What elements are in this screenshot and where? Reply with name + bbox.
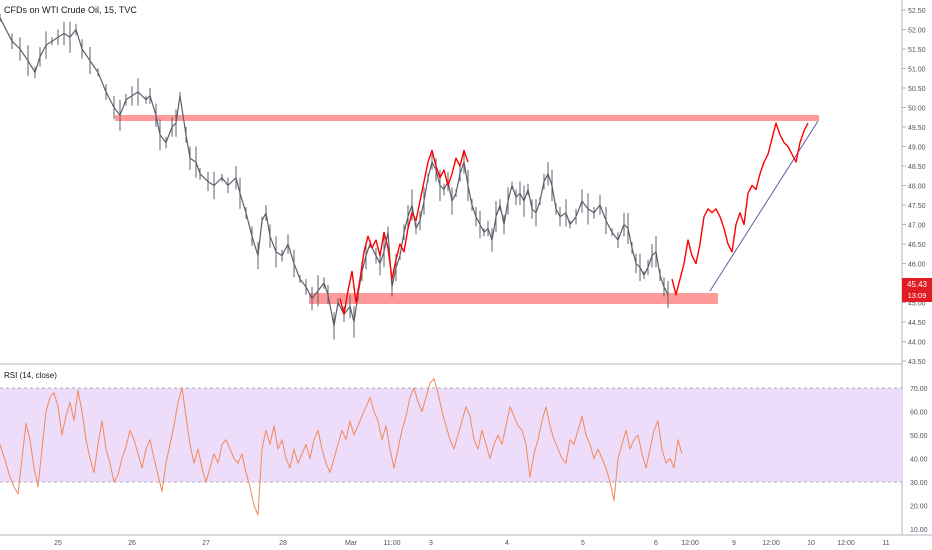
chart-title: CFDs on WTI Crude Oil, 15, TVC <box>4 5 137 15</box>
time-tick-label: 12:00 <box>837 540 855 547</box>
price-tick-label: 51.50 <box>908 47 926 54</box>
rsi-tick-label: 50.00 <box>910 433 928 440</box>
time-tick-label: 26 <box>128 540 136 547</box>
time-tick-label: 27 <box>202 540 210 547</box>
price-tick-label: 46.00 <box>908 262 926 269</box>
price-tick-label: 45.00 <box>908 301 926 308</box>
support-zone[interactable] <box>309 293 718 304</box>
price-series-group <box>0 13 809 340</box>
time-tick-label: 10 <box>807 540 815 547</box>
rsi-tick-label: 40.00 <box>910 457 928 464</box>
price-tick-label: 50.00 <box>908 106 926 113</box>
rsi-band <box>0 388 902 482</box>
time-tick-label: 12:00 <box>762 540 780 547</box>
rsi-series-group <box>0 378 683 516</box>
price-tick-label: 48.50 <box>908 164 926 171</box>
highlight-line-recent <box>671 122 809 296</box>
price-tick-label: 51.00 <box>908 67 926 74</box>
time-tick-label: 25 <box>54 540 62 547</box>
price-tick-label: 50.50 <box>908 86 926 93</box>
price-tick-label: 49.50 <box>908 125 926 132</box>
time-tick-label: 9 <box>732 540 736 547</box>
time-tick-label: 28 <box>279 540 287 547</box>
price-tick-label: 46.50 <box>908 242 926 249</box>
time-tick-label: 4 <box>505 540 509 547</box>
rsi-tick-label: 70.00 <box>910 386 928 393</box>
countdown-value: 13:09 <box>908 291 927 300</box>
price-tick-label: 48.00 <box>908 184 926 191</box>
time-tick-label: 11 <box>882 540 889 547</box>
rsi-tick-label: 60.00 <box>910 410 928 417</box>
price-tick-label: 43.50 <box>908 359 926 366</box>
price-tick-label: 52.50 <box>908 8 926 15</box>
price-line <box>0 17 669 327</box>
rsi-title: RSI (14, close) <box>4 371 57 380</box>
rsi-line <box>0 378 683 516</box>
price-tick-group: 52.50 52.00 51.50 51.00 50.50 50.00 49.50 49.00… <box>902 8 926 366</box>
rsi-tick-label: 10.00 <box>910 527 928 534</box>
time-tick-label: 3 <box>429 540 433 547</box>
rsi-tick-group: 70.00 60.00 50.00 40.00 30.00 20.00 10.00 <box>910 386 928 534</box>
resistance-zone[interactable] <box>115 115 819 121</box>
price-tick-label: 44.00 <box>908 340 926 347</box>
rsi-tick-label: 20.00 <box>910 504 928 511</box>
time-tick-label: Mar <box>345 540 358 547</box>
last-price-badge <box>902 278 932 302</box>
trendline[interactable] <box>709 120 819 292</box>
time-tick-label: 11:00 <box>384 540 401 547</box>
rsi-tick-label: 30.00 <box>910 480 928 487</box>
price-tick-label: 49.00 <box>908 145 926 152</box>
price-tick-label: 47.00 <box>908 223 926 230</box>
price-tick-label: 47.50 <box>908 203 926 210</box>
highlight-line-march <box>339 149 469 315</box>
time-tick-group: 25 26 27 28 Mar 11:00 3 4 5 6 12:00 9 12:00 10 12:00 11 <box>54 540 890 547</box>
time-tick-label: 12:00 <box>681 540 699 547</box>
last-price-value: 45.43 <box>907 280 928 289</box>
time-tick-label: 6 <box>654 540 658 547</box>
price-tick-label: 44.50 <box>908 320 926 327</box>
time-tick-label: 5 <box>581 540 585 547</box>
price-axis-bg <box>902 0 932 550</box>
price-tick-label: 52.00 <box>908 28 926 35</box>
